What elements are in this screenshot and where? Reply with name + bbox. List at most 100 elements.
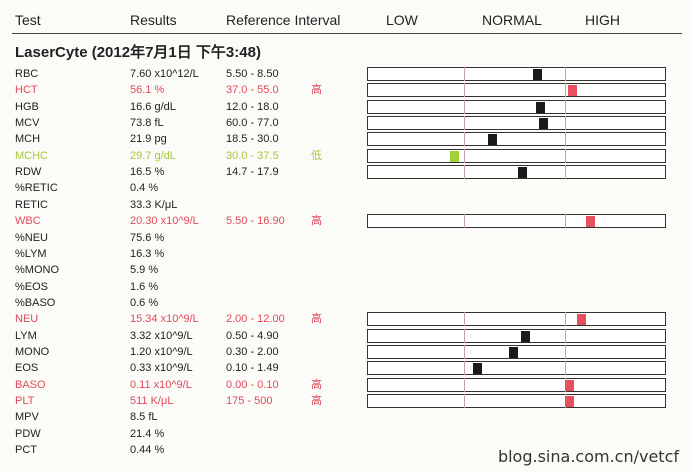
header-results: Results [130,12,177,28]
test-name: MPV [15,411,39,423]
result-value: 73.8 fL [130,117,164,129]
header-low: LOW [386,12,418,28]
result-value: 0.11 x10^9/L [130,379,192,391]
test-name: PLT [15,395,35,407]
low-normal-divider [464,116,465,130]
table-row: RDW 16.5 % 14.7 - 17.9 [0,164,691,180]
range-bar [367,394,666,408]
result-value: 33.3 K/μL [130,199,178,211]
table-row: %LYM 16.3 % [0,246,691,262]
normal-high-divider [565,100,566,114]
test-name: MCH [15,133,41,145]
result-value: 1.6 % [130,281,159,293]
table-row: RETIC 33.3 K/μL [0,197,691,213]
header-divider [12,33,682,34]
result-marker [539,118,548,129]
table-row: MCHC 29.7 g/dL 30.0 - 37.5 低 [0,148,691,164]
reference-interval: 0.10 - 1.49 [226,362,279,374]
normal-high-divider [565,83,566,97]
normal-high-divider [565,149,566,163]
test-name: RETIC [15,199,48,211]
result-value: 56.1 % [130,84,165,96]
test-name: %BASO [15,297,56,309]
table-row: HGB 16.6 g/dL 12.0 - 18.0 [0,99,691,115]
status-flag: 低 [311,150,322,162]
table-row: %RETIC 0.4 % [0,180,691,196]
reference-interval: 12.0 - 18.0 [226,101,279,113]
result-marker [577,314,586,325]
table-row: MONO 1.20 x10^9/L 0.30 - 2.00 [0,344,691,360]
test-name: HCT [15,84,38,96]
result-value: 75.6 % [130,232,165,244]
test-name: PCT [15,444,37,456]
table-row: MCH 21.9 pg 18.5 - 30.0 [0,131,691,147]
test-name: %EOS [15,281,49,293]
status-flag: 高 [311,313,322,325]
test-name: %NEU [15,232,49,244]
reference-interval: 5.50 - 16.90 [226,215,285,227]
low-normal-divider [464,83,465,97]
result-value: 0.44 % [130,444,165,456]
reference-interval: 14.7 - 17.9 [226,166,279,178]
table-row: EOS 0.33 x10^9/L 0.10 - 1.49 [0,360,691,376]
result-value: 16.3 % [130,248,165,260]
result-marker [533,69,542,80]
low-normal-divider [464,165,465,179]
result-marker [450,151,459,162]
test-name: %LYM [15,248,47,260]
range-bar [367,165,666,179]
reference-interval: 2.00 - 12.00 [226,313,285,325]
status-flag: 高 [311,215,322,227]
result-marker [488,134,497,145]
result-value: 16.6 g/dL [130,101,176,113]
status-flag: 高 [311,84,322,96]
test-name: MCHC [15,150,48,162]
result-value: 7.60 x10^12/L [130,68,199,80]
reference-interval: 0.50 - 4.90 [226,330,279,342]
low-normal-divider [464,378,465,392]
range-bar [367,378,666,392]
header-reference-interval: Reference Interval [226,12,341,28]
table-row: PDW 21.4 % [0,426,691,442]
result-value: 15.34 x10^9/L [130,313,199,325]
range-bar [367,214,666,228]
table-row: HCT 56.1 % 37.0 - 55.0 高 [0,82,691,98]
table-row: BASO 0.11 x10^9/L 0.00 - 0.10 高 [0,377,691,393]
test-name: EOS [15,362,39,374]
table-row: %MONO 5.9 % [0,262,691,278]
result-value: 20.30 x10^9/L [130,215,199,227]
range-bar [367,67,666,81]
range-bar [367,100,666,114]
test-name: MCV [15,117,40,129]
test-name: PDW [15,428,41,440]
range-bar [367,345,666,359]
table-row: RBC 7.60 x10^12/L 5.50 - 8.50 [0,66,691,82]
reference-interval: 60.0 - 77.0 [226,117,279,129]
result-value: 29.7 g/dL [130,150,176,162]
result-marker [536,102,545,113]
low-normal-divider [464,132,465,146]
test-name: %RETIC [15,182,58,194]
low-normal-divider [464,329,465,343]
table-row: NEU 15.34 x10^9/L 2.00 - 12.00 高 [0,311,691,327]
result-marker [473,363,482,374]
table-row: %EOS 1.6 % [0,279,691,295]
result-marker [521,331,530,342]
report-title: LaserCyte (2012年7月1日 下午3:48) [15,44,261,61]
result-value: 0.33 x10^9/L [130,362,193,374]
result-marker [586,216,595,227]
normal-high-divider [565,165,566,179]
range-bar [367,361,666,375]
result-marker [568,85,577,96]
test-name: MONO [15,346,50,358]
reference-interval: 37.0 - 55.0 [226,84,279,96]
table-row: %BASO 0.6 % [0,295,691,311]
result-value: 5.9 % [130,264,159,276]
reference-interval: 0.00 - 0.10 [226,379,279,391]
table-row: MCV 73.8 fL 60.0 - 77.0 [0,115,691,131]
low-normal-divider [464,394,465,408]
reference-interval: 0.30 - 2.00 [226,346,279,358]
status-flag: 高 [311,379,322,391]
table-row: PLT 511 K/μL 175 - 500 高 [0,393,691,409]
result-value: 8.5 fL [130,411,158,423]
